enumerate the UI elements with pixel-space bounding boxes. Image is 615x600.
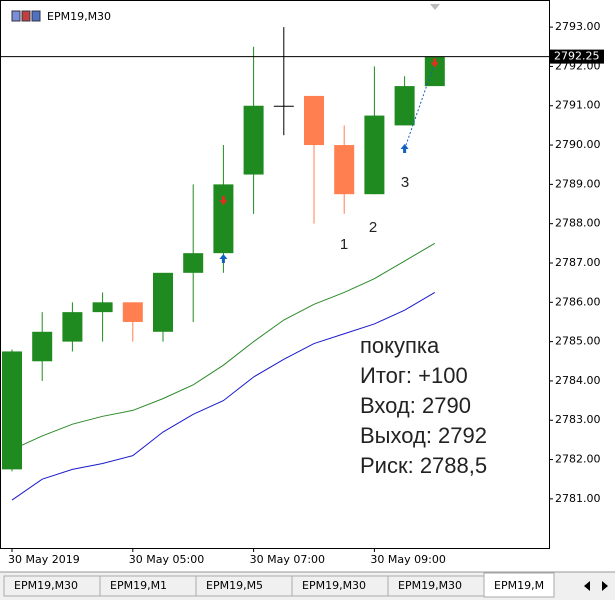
candle-body	[122, 302, 143, 322]
tab-label: EPM19,M30	[398, 579, 462, 592]
buy-arrow	[219, 254, 228, 264]
price-label: 2792.25	[554, 50, 600, 63]
tab-label: EPM19,M30	[302, 579, 366, 592]
candle-body	[273, 105, 294, 107]
y-tick-label: 2788.00	[555, 217, 601, 230]
candle-body	[304, 95, 324, 146]
candle-body	[32, 331, 53, 362]
tab-scroll-left[interactable]	[584, 581, 590, 591]
candle-body	[213, 184, 234, 254]
note: покупка	[360, 333, 440, 358]
moving-average	[11, 242, 436, 451]
icon	[21, 10, 31, 22]
candle-body	[424, 56, 445, 87]
y-tick-label: 2787.00	[555, 256, 601, 269]
tab[interactable]	[483, 572, 555, 598]
candle-body	[364, 115, 385, 195]
y-tick-label: 2785.00	[555, 335, 601, 348]
sell-arrow	[430, 58, 439, 68]
tab-scroll-right[interactable]	[602, 581, 608, 591]
annotations: 1 2 3 покупка Итог: +100 Вход: 2790 Выхо…	[340, 174, 487, 478]
annotation: 1	[340, 236, 348, 253]
price-label-box	[550, 49, 604, 64]
candle-body	[62, 312, 83, 342]
annotation: 2	[369, 219, 377, 236]
sell-arrow	[219, 196, 228, 206]
candle-body	[92, 302, 113, 313]
plot	[0, 27, 549, 501]
note: Риск: 2788,5	[360, 453, 487, 478]
annotation: 3	[401, 174, 409, 191]
y-tick-label: 2790.00	[555, 138, 601, 151]
candle-body	[394, 86, 415, 126]
moving-average	[11, 292, 436, 501]
y-tick-label: 2793.00	[555, 20, 601, 33]
y-tick-label: 2791.00	[555, 99, 601, 112]
y-tick-label: 2782.00	[555, 453, 601, 466]
plot-frame	[0, 0, 550, 549]
note: Итог: +100	[360, 363, 468, 388]
tab-label: EPM19,M30	[14, 579, 78, 592]
buy-arrow	[400, 143, 409, 153]
candle-body	[183, 253, 204, 273]
chart-title: EPM19,M30	[47, 10, 111, 23]
y-tick-label: 2786.00	[555, 295, 601, 308]
candle-body	[153, 272, 173, 332]
note: Выход: 2792	[360, 423, 487, 448]
shift-marker	[430, 4, 440, 10]
x-tick-label: 30 May 05:00	[129, 553, 204, 566]
y-tick-label: 2784.00	[555, 374, 601, 387]
y-tick-label: 2781.00	[555, 492, 601, 505]
tab-label: EPM19,M1	[110, 579, 167, 592]
y-tick-label: 2789.00	[555, 177, 601, 190]
tab-label: EPM19,M5	[206, 579, 263, 592]
trade-link	[404, 62, 436, 150]
tab-scroll[interactable]	[574, 576, 614, 596]
icon	[11, 10, 21, 22]
y-tick-label: 2783.00	[555, 413, 601, 426]
candle-body	[334, 145, 355, 195]
icon	[31, 10, 41, 22]
note: Вход: 2790	[360, 393, 471, 418]
x-tick-label: 30 May 09:00	[370, 553, 445, 566]
x-tick-label: 30 May 07:00	[250, 553, 325, 566]
candle-body	[2, 351, 22, 470]
candle-body	[243, 105, 264, 175]
tab-label: EPM19,M	[494, 579, 544, 592]
x-tick-label: 30 May 2019	[8, 553, 80, 566]
